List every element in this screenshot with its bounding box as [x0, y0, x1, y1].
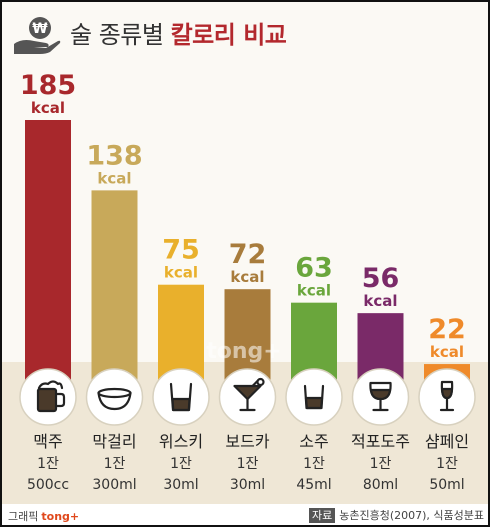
source: 자료 농촌진흥청(2007), 식품성분표	[308, 507, 484, 523]
volume-label-1: 500cc	[27, 477, 69, 493]
volume-label-4: 30ml	[230, 477, 265, 493]
bar-2	[91, 190, 138, 397]
category-label-7: 샴페인	[425, 432, 469, 451]
volume-label-7: 50ml	[429, 477, 464, 493]
credit-brand: tong+	[41, 510, 80, 523]
serving-label-2: 1잔	[104, 456, 126, 472]
unit-label-5: kcal	[297, 282, 331, 300]
champagne-glass-icon	[418, 368, 476, 426]
serving-label-5: 1잔	[303, 456, 325, 472]
money-hand-icon: ₩	[14, 17, 61, 54]
value-label-1: 185	[20, 70, 76, 101]
won-symbol: ₩	[32, 21, 48, 37]
value-label-3: 75	[162, 235, 200, 266]
volume-label-5: 45ml	[296, 477, 331, 493]
serving-label-6: 1잔	[370, 456, 392, 472]
wine-glass-icon	[351, 368, 410, 426]
value-label-6: 56	[362, 263, 400, 294]
soju-glass-icon	[285, 368, 343, 426]
serving-label-4: 1잔	[237, 456, 259, 472]
bar-1	[25, 120, 71, 397]
category-label-1: 맥주	[33, 432, 62, 451]
volume-label-6: 80ml	[363, 477, 398, 493]
credit: 그래픽 tong+	[8, 508, 79, 524]
page-title: 술 종류별 칼로리 비교	[70, 20, 287, 50]
value-label-2: 138	[86, 140, 142, 171]
footer: 그래픽 tong+ 자료 농촌진흥청(2007), 식품성분표	[2, 504, 488, 525]
serving-label-1: 1잔	[37, 456, 59, 472]
source-tag: 자료	[308, 508, 336, 523]
header: ₩ 술 종류별 칼로리 비교	[10, 12, 480, 56]
category-label-3: 위스키	[159, 432, 203, 451]
unit-label-7: kcal	[430, 343, 464, 361]
source-text: 농촌진흥청(2007), 식품성분표	[339, 509, 484, 522]
serving-label-3: 1잔	[170, 456, 192, 472]
unit-label-6: kcal	[363, 292, 397, 310]
beer-mug-icon	[19, 368, 77, 426]
value-label-4: 72	[229, 239, 267, 270]
volume-label-2: 300ml	[92, 477, 136, 493]
title-normal: 술 종류별	[70, 21, 164, 49]
whisky-glass-icon	[152, 368, 210, 426]
credit-label: 그래픽	[8, 510, 39, 523]
value-label-5: 63	[295, 253, 333, 284]
category-label-5: 소주	[299, 432, 328, 451]
title-accent: 칼로리 비교	[170, 21, 287, 49]
makgeolli-bowl-icon	[85, 368, 144, 426]
watermark: tong+	[206, 339, 281, 364]
serving-label-7: 1잔	[436, 456, 458, 472]
unit-label-4: kcal	[230, 268, 264, 286]
category-label-2: 막걸리	[92, 432, 136, 451]
value-label-7: 22	[428, 314, 466, 345]
unit-label-3: kcal	[164, 264, 198, 282]
unit-label-2: kcal	[97, 169, 131, 187]
unit-label-1: kcal	[31, 99, 65, 117]
category-label-6: 적포도주	[351, 432, 410, 451]
volume-label-3: 30ml	[163, 477, 198, 493]
cocktail-glass-icon	[218, 368, 277, 426]
category-label-4: 보드카	[225, 432, 269, 451]
